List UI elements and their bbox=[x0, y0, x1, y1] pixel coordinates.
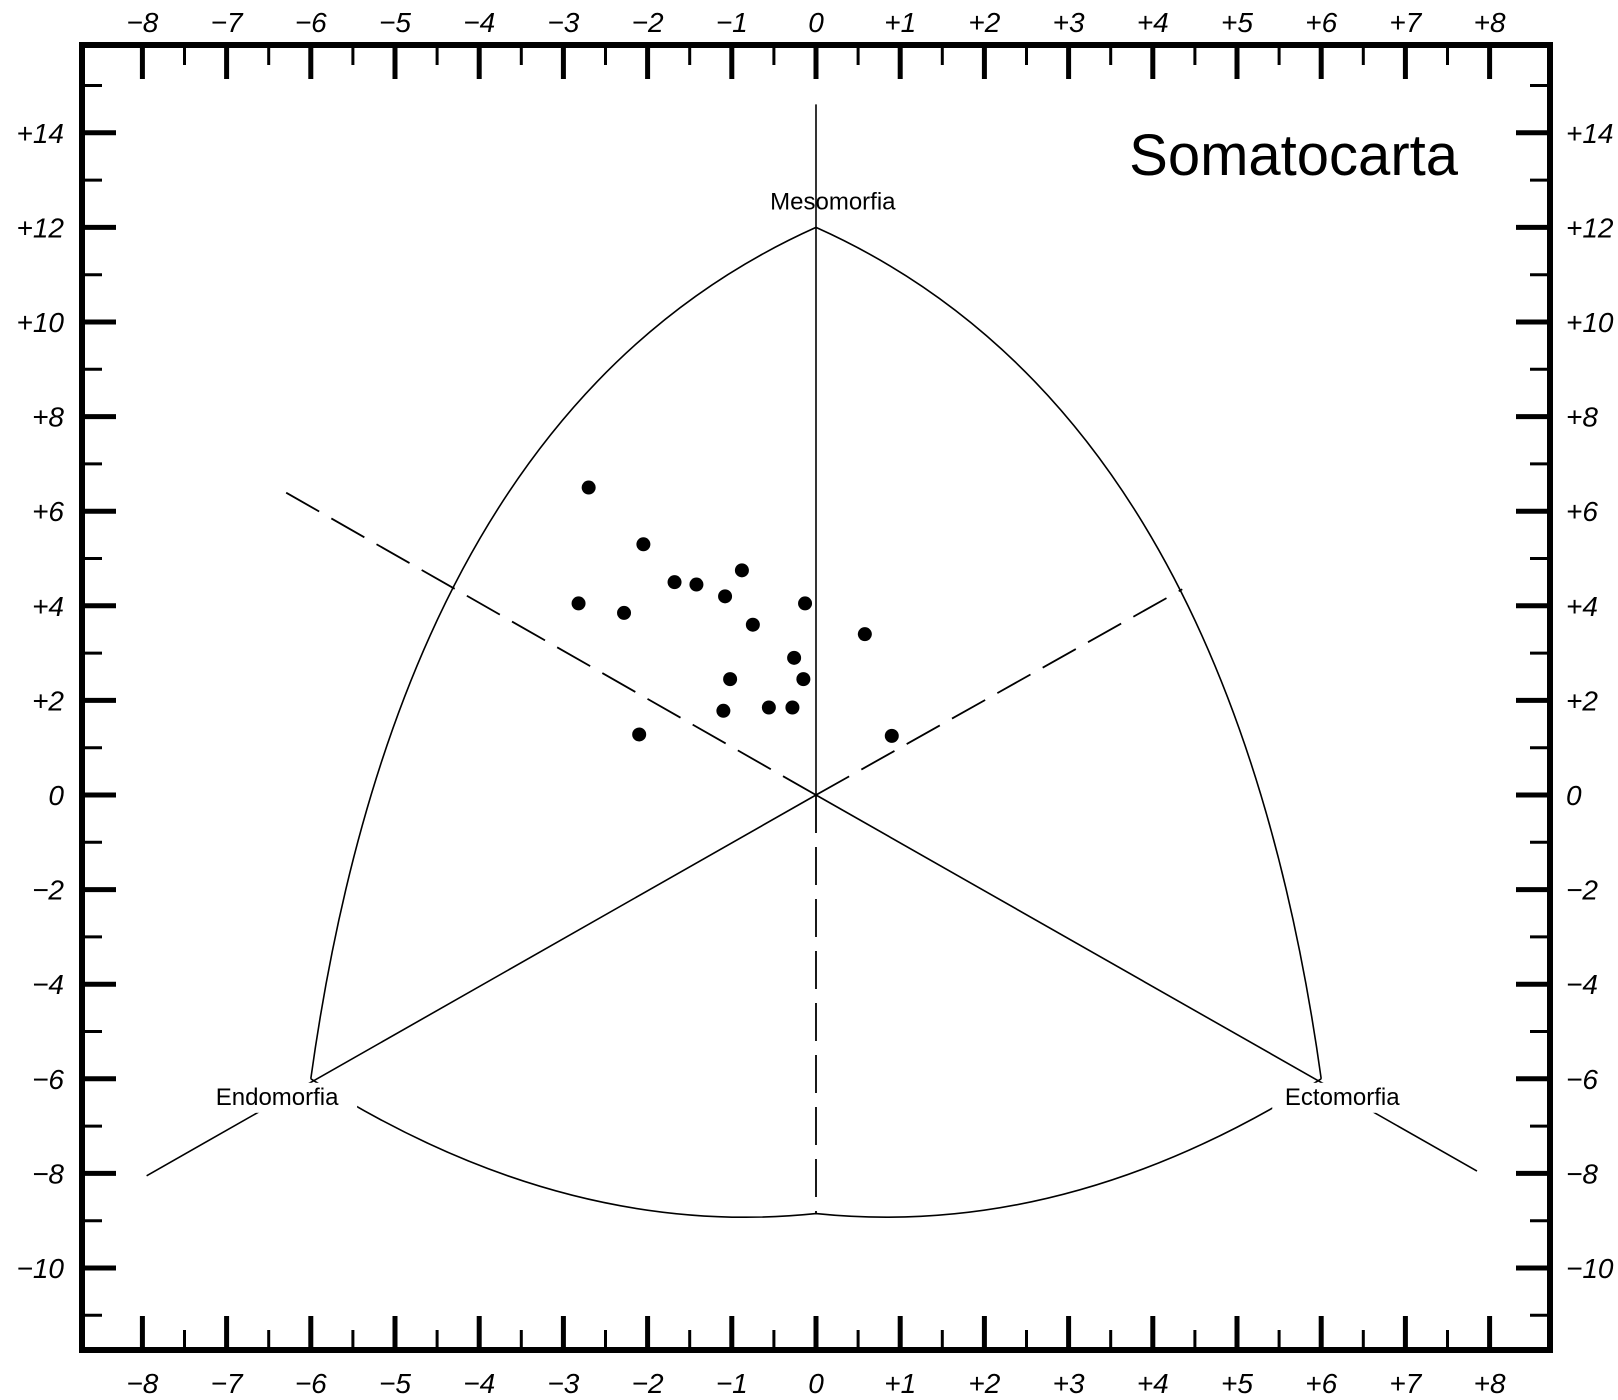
x-tick-label-top: −3 bbox=[547, 7, 579, 38]
x-tick-label-bottom: +1 bbox=[884, 1368, 916, 1399]
axis-ticks bbox=[82, 45, 1550, 1350]
data-point bbox=[761, 700, 776, 715]
x-tick-label-bottom: 0 bbox=[808, 1368, 824, 1399]
x-tick-label-bottom: −6 bbox=[295, 1368, 327, 1399]
data-point bbox=[787, 650, 802, 665]
y-tick-label-right: −4 bbox=[1566, 969, 1598, 1000]
data-point bbox=[632, 727, 647, 742]
y-tick-label-left: −4 bbox=[32, 969, 64, 1000]
mesomorphy-label: Mesomorfia bbox=[770, 188, 896, 215]
x-tick-label-top: −1 bbox=[716, 7, 748, 38]
endomorphy-label-background bbox=[197, 1082, 358, 1113]
ectomorphy-label: Ectomorfia bbox=[1285, 1084, 1400, 1111]
data-point bbox=[884, 728, 899, 743]
y-tick-label-left: +14 bbox=[17, 118, 65, 149]
data-point bbox=[581, 480, 596, 495]
x-tick-label-top: +1 bbox=[884, 7, 916, 38]
endomorphy-label: Endomorfia bbox=[216, 1084, 339, 1111]
meso-ecto-boundary bbox=[815, 226, 1322, 1079]
x-tick-label-bottom: −1 bbox=[716, 1368, 748, 1399]
data-point bbox=[636, 537, 651, 552]
x-tick-label-top: −5 bbox=[379, 7, 411, 38]
y-tick-label-left: +2 bbox=[32, 685, 64, 716]
x-tick-label-top: 0 bbox=[808, 7, 824, 38]
y-tick-label-right: +6 bbox=[1566, 496, 1598, 527]
y-tick-label-right: +12 bbox=[1566, 212, 1614, 243]
x-tick-label-top: −6 bbox=[295, 7, 327, 38]
ectomorphy-label-background bbox=[1272, 1082, 1413, 1113]
y-tick-label-left: 0 bbox=[48, 780, 64, 811]
y-tick-label-left: −8 bbox=[32, 1158, 64, 1189]
x-tick-label-top: +8 bbox=[1474, 7, 1506, 38]
data-point bbox=[723, 672, 738, 687]
chart-title: Somatocarta bbox=[1129, 123, 1459, 188]
x-tick-label-bottom: −2 bbox=[632, 1368, 664, 1399]
y-tick-label-right: +10 bbox=[1566, 307, 1614, 338]
axis-tick-labels: −8−8−7−7−6−6−5−5−4−4−3−3−2−2−1−100+1+1+2… bbox=[17, 7, 1614, 1399]
y-tick-label-right: −8 bbox=[1566, 1158, 1598, 1189]
data-point bbox=[571, 596, 586, 611]
y-tick-label-right: −2 bbox=[1566, 875, 1598, 906]
x-tick-label-top: −8 bbox=[126, 7, 158, 38]
x-tick-label-top: +3 bbox=[1053, 7, 1085, 38]
x-tick-label-bottom: +2 bbox=[968, 1368, 1000, 1399]
data-point bbox=[857, 627, 872, 642]
endo-meso-boundary bbox=[310, 226, 817, 1079]
x-tick-label-bottom: −3 bbox=[547, 1368, 579, 1399]
x-tick-label-bottom: −5 bbox=[379, 1368, 411, 1399]
data-point bbox=[667, 575, 682, 590]
y-tick-label-right: +8 bbox=[1566, 402, 1598, 433]
endo-ecto-boundary bbox=[310, 1078, 1322, 1218]
x-tick-label-bottom: +6 bbox=[1305, 1368, 1337, 1399]
x-tick-label-bottom: −7 bbox=[211, 1368, 244, 1399]
x-tick-label-bottom: −8 bbox=[126, 1368, 158, 1399]
x-tick-label-top: −4 bbox=[463, 7, 495, 38]
x-tick-label-top: −7 bbox=[211, 7, 244, 38]
y-tick-label-right: +14 bbox=[1566, 118, 1614, 149]
data-point bbox=[798, 596, 813, 611]
y-tick-label-right: −10 bbox=[1566, 1253, 1614, 1284]
data-point bbox=[718, 589, 733, 604]
y-tick-label-right: +2 bbox=[1566, 685, 1598, 716]
data-point bbox=[716, 703, 731, 718]
data-point bbox=[785, 700, 800, 715]
y-tick-label-left: +12 bbox=[17, 212, 65, 243]
data-point bbox=[745, 617, 760, 632]
y-tick-label-right: +4 bbox=[1566, 591, 1598, 622]
x-tick-label-top: +4 bbox=[1137, 7, 1169, 38]
y-tick-label-left: +10 bbox=[17, 307, 65, 338]
x-tick-label-top: +2 bbox=[968, 7, 1000, 38]
upper-right-dashed-axis bbox=[815, 588, 1183, 796]
y-tick-label-right: −6 bbox=[1566, 1064, 1598, 1095]
x-tick-label-bottom: +3 bbox=[1053, 1368, 1085, 1399]
y-tick-label-left: +8 bbox=[32, 402, 64, 433]
x-tick-label-bottom: +8 bbox=[1474, 1368, 1506, 1399]
data-point bbox=[689, 577, 704, 592]
y-tick-label-left: −6 bbox=[32, 1064, 64, 1095]
data-point bbox=[617, 605, 632, 620]
x-tick-label-top: −2 bbox=[632, 7, 664, 38]
x-tick-label-bottom: +4 bbox=[1137, 1368, 1169, 1399]
y-tick-label-left: −10 bbox=[17, 1253, 65, 1284]
y-tick-label-right: 0 bbox=[1566, 780, 1582, 811]
data-points bbox=[571, 480, 899, 743]
data-point bbox=[796, 672, 811, 687]
x-tick-label-top: +5 bbox=[1221, 7, 1253, 38]
x-tick-label-bottom: +7 bbox=[1389, 1368, 1422, 1399]
y-tick-label-left: +4 bbox=[32, 591, 64, 622]
vertex-labels: Mesomorfia Endomorfia Ectomorfia bbox=[197, 188, 1413, 1113]
x-tick-label-top: +7 bbox=[1389, 7, 1422, 38]
data-point bbox=[734, 563, 749, 578]
x-tick-label-top: +6 bbox=[1305, 7, 1337, 38]
x-tick-label-bottom: +5 bbox=[1221, 1368, 1253, 1399]
y-tick-label-left: −2 bbox=[32, 875, 64, 906]
x-tick-label-bottom: −4 bbox=[463, 1368, 495, 1399]
y-tick-label-left: +6 bbox=[32, 496, 64, 527]
